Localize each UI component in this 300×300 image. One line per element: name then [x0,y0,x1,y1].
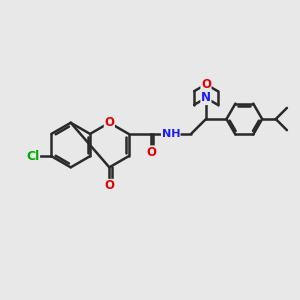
Text: O: O [146,146,156,159]
Text: Cl: Cl [26,150,40,163]
Text: NH: NH [161,129,180,139]
Text: O: O [104,116,114,129]
Text: O: O [104,179,114,192]
Text: O: O [201,78,211,91]
Text: N: N [201,92,211,104]
